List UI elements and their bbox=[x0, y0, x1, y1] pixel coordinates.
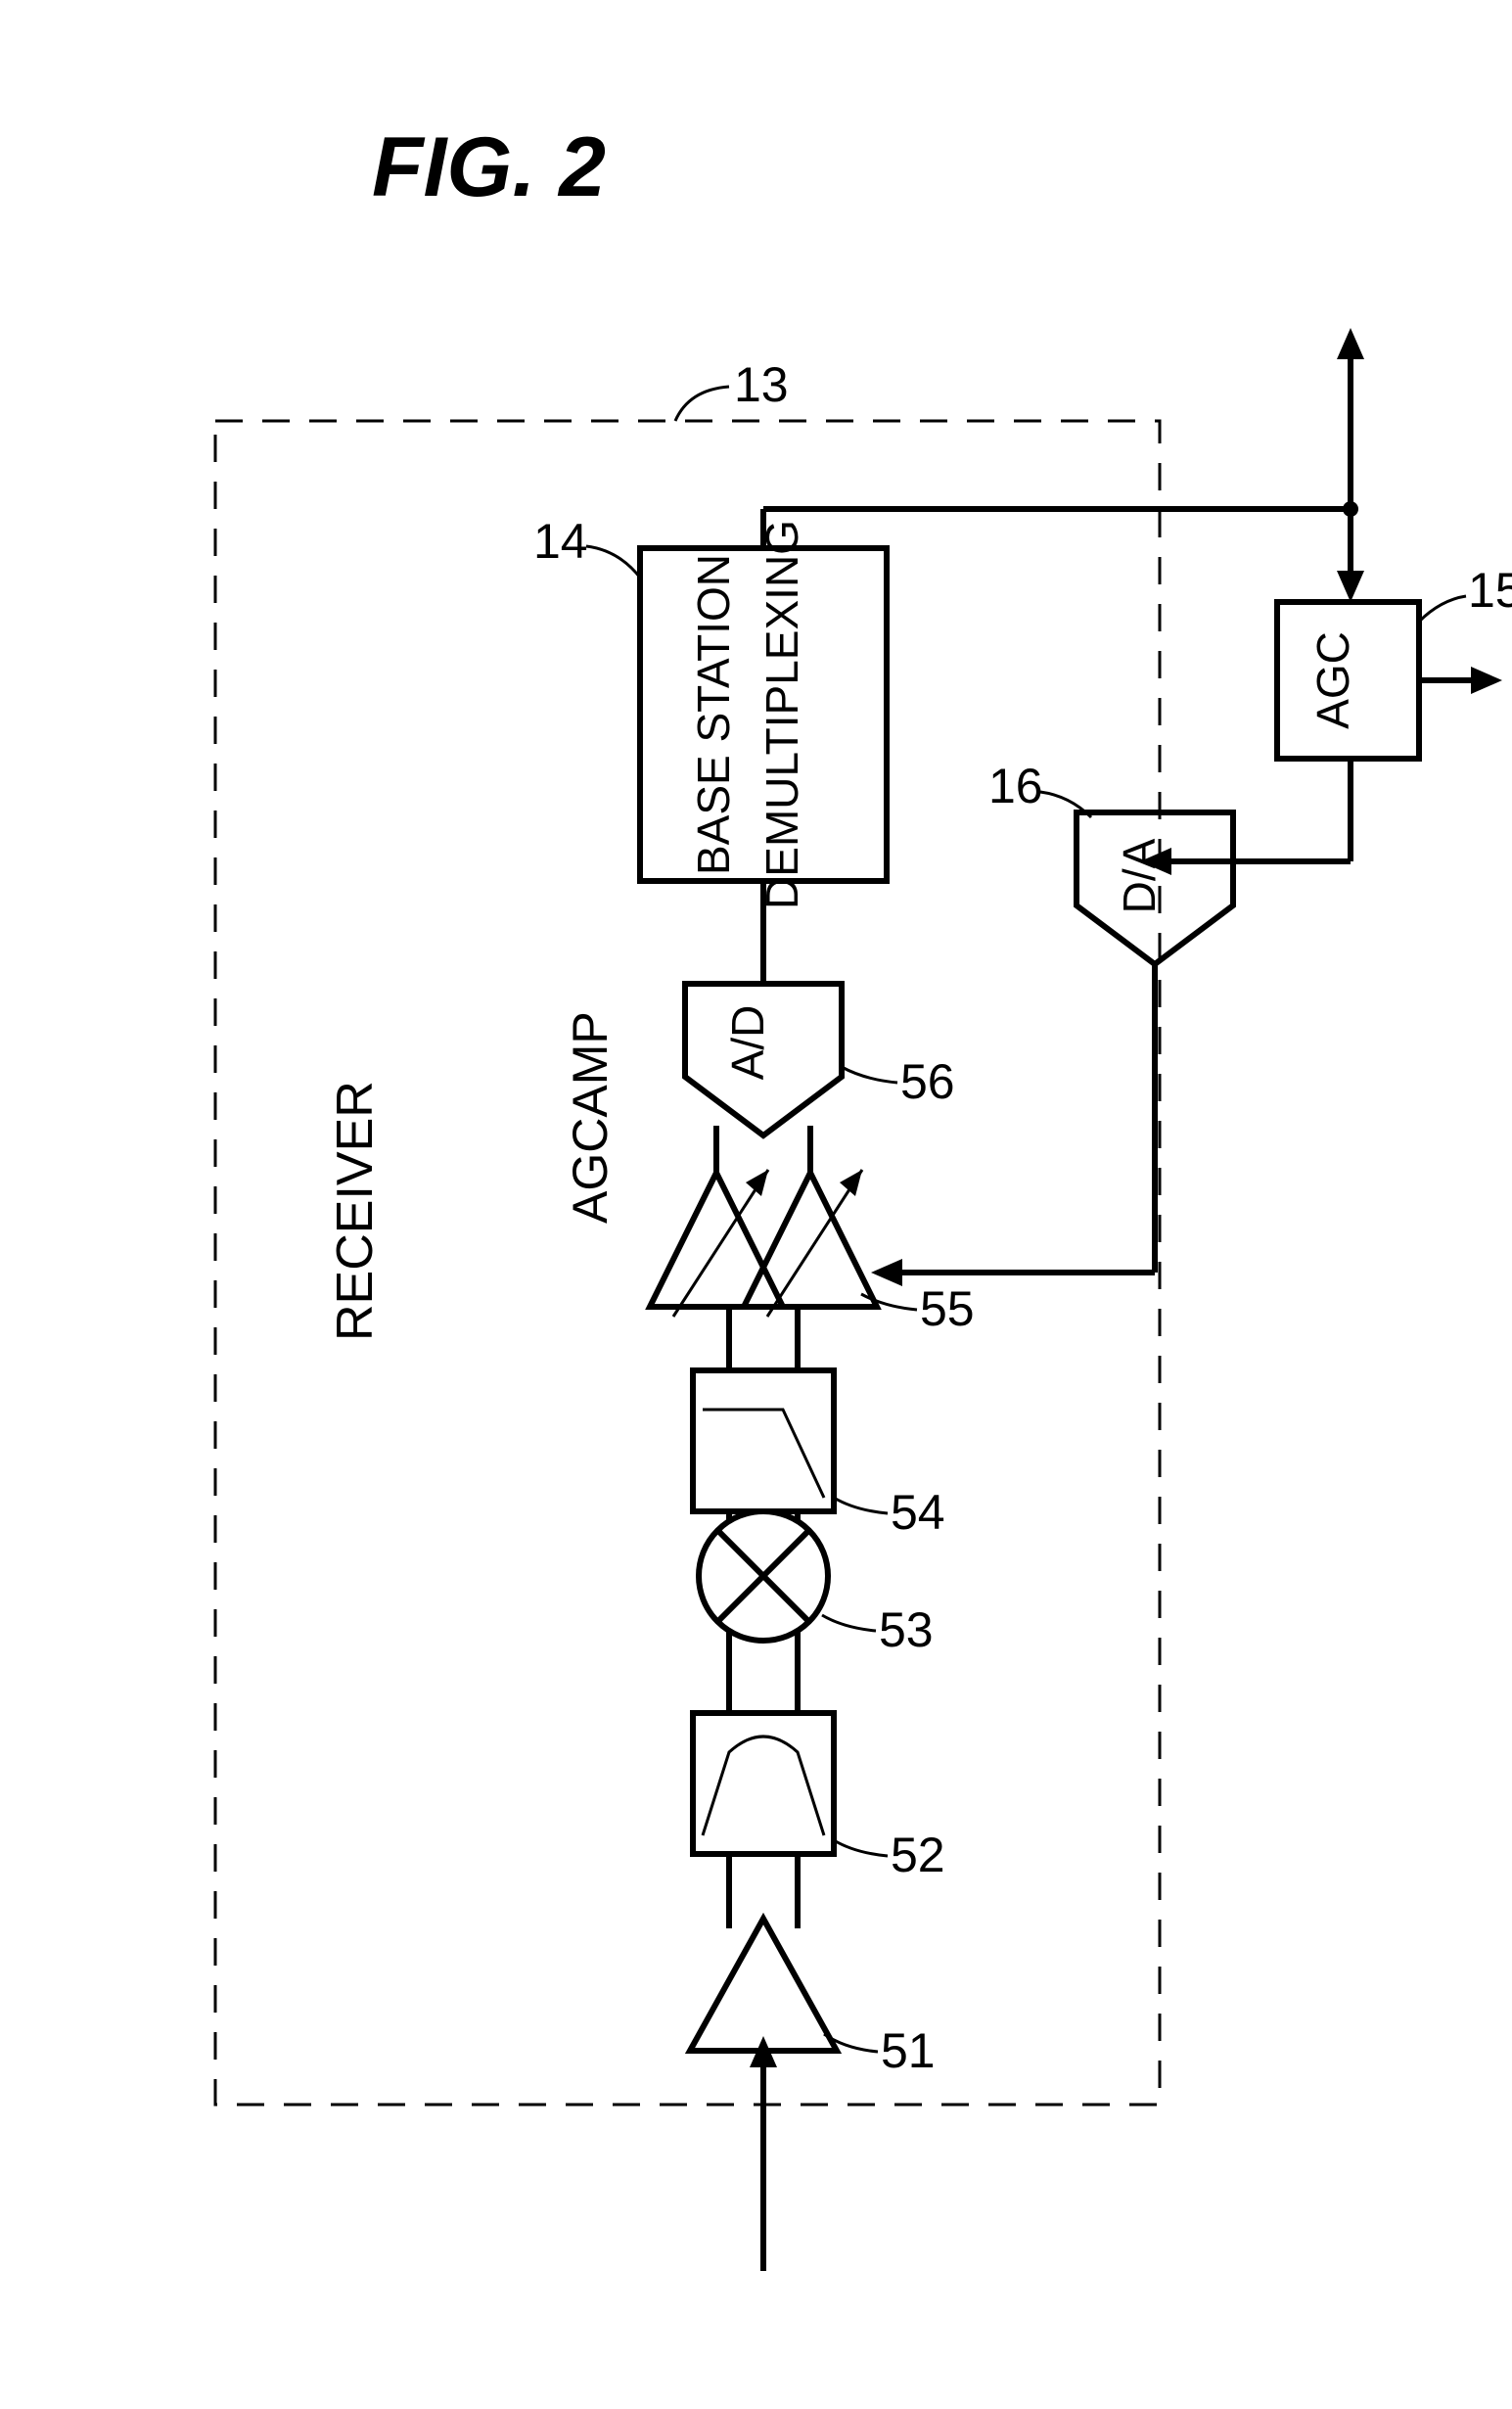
ref-13: 13 bbox=[734, 357, 789, 412]
ref-55: 55 bbox=[920, 1281, 975, 1336]
ref-52: 52 bbox=[891, 1828, 945, 1882]
lpf-54-glyph bbox=[703, 1410, 824, 1498]
arrowhead-fb bbox=[871, 1259, 902, 1286]
ref-53-leader bbox=[822, 1615, 876, 1631]
ref-56-leader bbox=[842, 1067, 897, 1083]
agc-15-label: AGC bbox=[1307, 631, 1358, 729]
ref-54: 54 bbox=[891, 1485, 945, 1540]
ref-13-leader bbox=[675, 387, 729, 421]
ref-14: 14 bbox=[533, 514, 588, 569]
receiver-label: RECEIVER bbox=[327, 1081, 384, 1341]
figure-title: FIG. 2 bbox=[372, 120, 606, 214]
arrowhead-agc-in bbox=[1337, 571, 1364, 602]
ref-53: 53 bbox=[879, 1602, 934, 1657]
ref-51: 51 bbox=[881, 2023, 936, 2078]
agcamp-55-left bbox=[650, 1173, 783, 1307]
ref-15-leader bbox=[1419, 596, 1466, 622]
ref-54-leader bbox=[834, 1498, 888, 1513]
bpf-52-glyph bbox=[703, 1737, 824, 1835]
ref-14-leader bbox=[586, 546, 640, 578]
demux-label-2: DEMULTIPLEXING bbox=[756, 520, 807, 909]
da-16-label: D/A bbox=[1114, 838, 1165, 913]
ref-15: 15 bbox=[1468, 563, 1512, 618]
arrowhead-agc-out2 bbox=[1471, 667, 1502, 694]
ref-56: 56 bbox=[900, 1054, 955, 1109]
bpf-52 bbox=[693, 1713, 834, 1854]
arrowhead-out-top bbox=[1337, 328, 1364, 359]
amp-51 bbox=[690, 1919, 837, 2051]
agcamp-55-var-r-head bbox=[840, 1170, 862, 1196]
lpf-54 bbox=[693, 1370, 834, 1511]
ref-16: 16 bbox=[988, 759, 1043, 813]
agcamp-55-right bbox=[744, 1173, 877, 1307]
ad-56-label: A/D bbox=[722, 1005, 773, 1081]
agcamp-55-var-l-head bbox=[746, 1170, 768, 1196]
ref-52-leader bbox=[834, 1840, 888, 1856]
demux-label-1: BASE STATION bbox=[688, 554, 739, 875]
agcamp-label: AGCAMP bbox=[563, 1011, 618, 1224]
